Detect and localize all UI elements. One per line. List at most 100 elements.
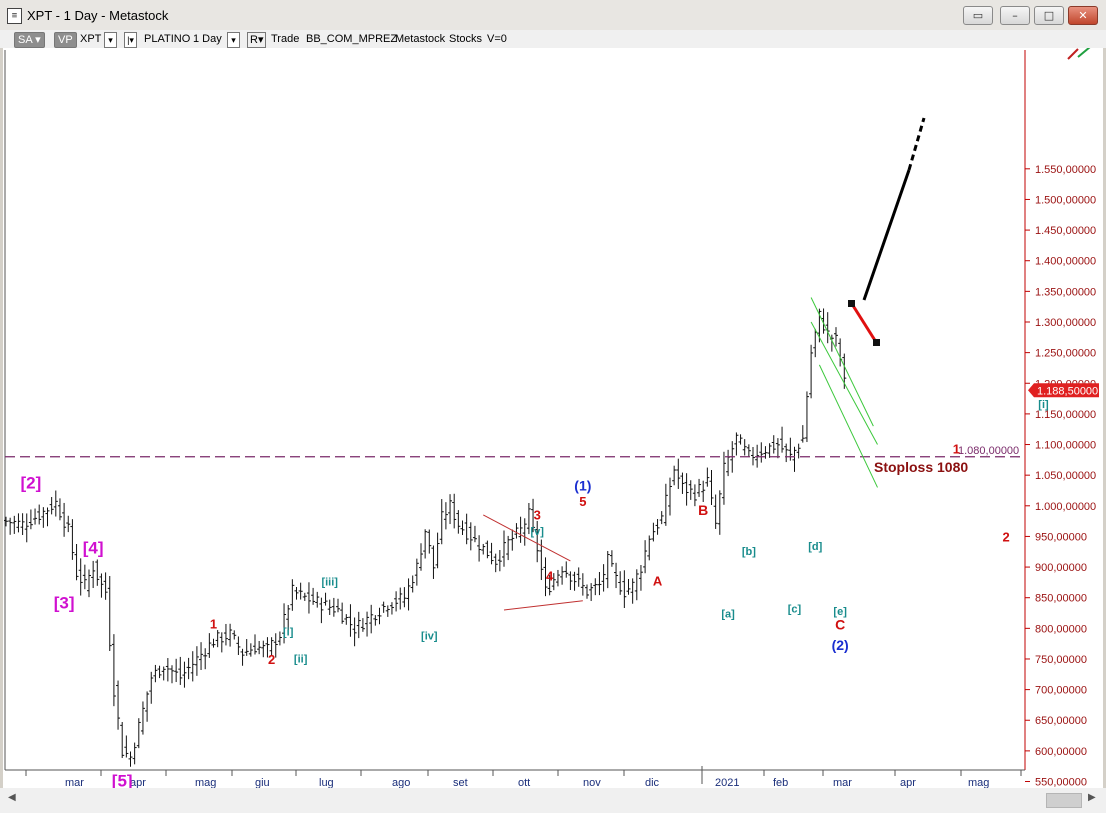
volume-label: V=0	[487, 33, 507, 45]
price-bar	[427, 529, 432, 554]
price-bar	[477, 535, 482, 562]
price-bar	[510, 529, 515, 551]
x-tick-label: ago	[392, 777, 410, 788]
period-dropdown-icon[interactable]: ▾	[227, 32, 240, 48]
price-bar	[369, 604, 374, 634]
price-bar	[746, 444, 751, 457]
close-icon[interactable]: ✕	[1068, 6, 1098, 25]
vp-button[interactable]: VP	[54, 32, 77, 48]
y-tick-label: 750,00000	[1035, 654, 1087, 666]
chart-tool-icon	[1067, 46, 1091, 60]
symbol-dropdown-icon[interactable]: ▾	[104, 32, 117, 48]
price-bar	[676, 458, 681, 489]
price-bar	[668, 477, 672, 516]
x-tick-label: mar	[833, 777, 852, 788]
price-bar	[402, 587, 407, 608]
price-bar	[199, 642, 204, 671]
price-bar	[344, 614, 349, 625]
price-bar	[825, 312, 830, 344]
price-bar	[70, 519, 75, 560]
price-bar	[394, 591, 399, 612]
price-bar	[601, 564, 606, 592]
price-bar	[630, 578, 635, 604]
scroll-right-icon[interactable]: ▶	[1088, 792, 1096, 803]
x-tick-label: giu	[255, 777, 270, 788]
price-bar	[721, 451, 726, 505]
price-bar	[124, 735, 129, 758]
price-bar	[223, 623, 228, 646]
x-tick-label: apr	[130, 777, 146, 788]
price-bar	[228, 623, 233, 647]
y-tick-label: 1.250,00000	[1035, 348, 1096, 360]
scroll-thumb[interactable]	[1046, 793, 1082, 808]
maximize-icon[interactable]: □	[1034, 6, 1064, 25]
price-bar	[331, 597, 336, 617]
price-bar	[286, 604, 291, 630]
horizontal-scrollbar[interactable]: ◀ ▶	[0, 788, 1106, 813]
price-bar	[277, 631, 282, 646]
price-bar	[672, 465, 677, 486]
price-bar	[12, 515, 17, 534]
price-bar	[373, 615, 378, 626]
price-bar	[493, 553, 498, 573]
price-bar	[634, 569, 639, 601]
price-bar	[219, 632, 224, 653]
price-bar	[572, 571, 577, 591]
minimize-icon[interactable]: –	[1000, 6, 1030, 25]
price-bar	[742, 439, 747, 456]
price-bar	[481, 543, 486, 555]
wave-label: 1	[953, 442, 960, 457]
projection-wave-5-line	[862, 169, 911, 301]
price-bar	[319, 597, 324, 624]
wave-labels: [2][4][3][5]V(c)12[i][ii][iii][iv]3[v]45…	[21, 399, 1050, 813]
x-tick-label: mar	[65, 777, 84, 788]
trend-lines: 1.080,00000 Stoploss 1080	[5, 297, 1025, 611]
price-bar	[576, 567, 581, 587]
price-bar	[53, 490, 58, 517]
price-bar	[95, 559, 100, 586]
price-bar	[306, 582, 311, 614]
price-bar	[709, 469, 714, 505]
price-bars	[4, 308, 847, 767]
r-button[interactable]: R▾	[247, 32, 267, 48]
price-bar	[327, 599, 332, 616]
price-bar	[37, 504, 42, 525]
restore-icon[interactable]: ▭	[963, 6, 993, 25]
price-bar	[784, 443, 789, 463]
price-bar	[103, 572, 108, 600]
wave-label: [3]	[54, 594, 75, 613]
wave-label: [ii]	[294, 654, 308, 666]
price-bar	[269, 637, 274, 656]
price-bar	[111, 634, 116, 707]
price-bar	[713, 494, 718, 529]
y-tick-label: 1.500,00000	[1035, 194, 1096, 206]
scroll-left-icon[interactable]: ◀	[8, 792, 16, 803]
wave-label: (2)	[832, 637, 849, 653]
tool-stroke-green	[1077, 46, 1091, 58]
x-tick-label: ott	[518, 777, 530, 788]
price-bar	[638, 564, 643, 591]
price-bar	[236, 636, 241, 656]
r-label: R	[250, 34, 258, 46]
price-bar	[78, 558, 83, 596]
price-bar	[560, 566, 565, 585]
symbol-label: XPT	[80, 33, 102, 45]
wave-label: 3	[534, 507, 541, 522]
symbol-browse-icon[interactable]: |▾	[124, 32, 137, 48]
price-bar	[182, 661, 187, 688]
trade-label[interactable]: Trade	[271, 33, 300, 45]
price-bar	[684, 473, 689, 506]
sa-button[interactable]: SA ▾	[14, 32, 45, 48]
price-bar	[767, 443, 772, 458]
price-bar	[178, 656, 183, 685]
channel-line-upper	[810, 297, 874, 427]
price-bar	[734, 432, 739, 456]
price-bar	[614, 562, 619, 589]
price-bar	[609, 550, 614, 567]
price-bar	[190, 651, 195, 682]
y-tick-label: 550,00000	[1035, 777, 1087, 788]
stoploss-label: Stoploss 1080	[874, 459, 968, 475]
price-bar	[626, 578, 631, 595]
